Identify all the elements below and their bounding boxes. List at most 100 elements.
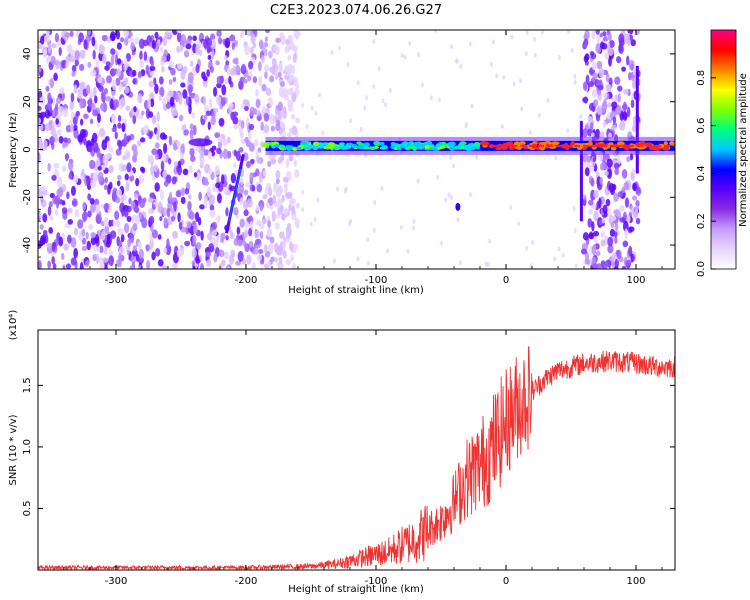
spectrogram-noise-blob [274,73,279,80]
spectrogram-noise-blob [208,168,213,176]
spectrogram-noise-blob [132,223,138,231]
spectrogram-noise-blob [622,240,629,248]
spectrogram-noise-blob [585,74,590,85]
spectrogram-noise-blob [295,220,300,229]
spectrogram-noise-blob [117,122,122,129]
spectrogram-noise-blob [309,221,313,227]
spectrogram-noise-blob [89,89,94,100]
spectrogram-noise-blob [49,192,55,199]
spectrogram-noise-blob [264,30,271,34]
spectrogram-noise-blob [268,75,275,83]
spectrogram-noise-blob [631,195,638,201]
spectrogram-noise-blob [211,145,217,151]
spectrogram-noise-blob [246,216,252,223]
spectrogram-noise-blob [592,263,599,269]
spectrogram-noise-blob [248,123,255,131]
spectrogram-noise-blob [66,207,73,214]
spectrogram-noise-blob [524,51,528,57]
spectrogram-noise-blob [70,257,77,266]
spectrogram-noise-blob [176,165,180,173]
spectrogram-noise-blob [252,42,257,49]
spectrogram-noise-blob [188,165,193,174]
spectrogram-noise-blob [250,46,254,55]
spectrogram-noise-blob [593,99,599,107]
spectrogram-noise-blob [163,217,168,226]
spectrogram-noise-blob [111,127,117,133]
spectrogram-noise-blob [592,156,596,163]
spectrogram-noise-blob [470,103,474,109]
spectrogram-noise-blob [233,238,239,246]
spectrogram-noise-blob [588,232,595,240]
spectrogram-noise-blob [606,41,611,53]
spectrogram-noise-blob [263,243,268,254]
spectrogram-noise-blob [210,116,216,126]
spectrogram-noise-blob [189,148,195,157]
spectrogram-noise-blob [606,207,612,219]
spectrogram-noise-blob [56,129,62,136]
spectrogram-noise-blob [257,248,264,254]
snr-scale-label: (x10⁴) [8,310,19,341]
spectrogram-trace-blob [390,142,396,146]
spectrogram-noise-blob [154,142,160,149]
spectrogram-noise-blob [588,81,594,88]
spectrogram-noise-blob [597,262,602,269]
spectrogram-noise-blob [288,155,294,162]
spectrogram-noise-blob [242,78,248,84]
snr-axes: -300 -200 -100 0 100 0.5 1.0 1.5 [22,330,675,587]
snr-ytick-label: 0.5 [22,501,33,517]
spectrogram-noise-blob [41,234,47,245]
spectrogram-noise-blob [278,256,283,264]
spectrogram-noise-blob [120,196,125,203]
spectrogram-noise-blob [40,35,45,45]
spectrogram-noise-blob [191,248,197,259]
spectrogram-noise-blob [90,236,97,246]
spectrogram-noise-blob [133,149,138,157]
spectrogram-noise-blob [588,164,595,172]
spectrogram-noise-blob [512,81,516,87]
spectrogram-noise-blob [349,118,353,124]
spectrogram-noise-blob [622,111,628,122]
spectrogram-noise-blob [586,155,592,163]
spectrogram-noise-blob [293,30,297,39]
spectrogram-noise-blob [608,182,615,193]
spectrogram-noise-blob [206,259,212,267]
spectrogram-noise-blob [171,176,177,185]
spectrogram-noise-blob [416,178,420,184]
spectrogram-noise-blob [599,162,605,171]
spectrogram-noise-blob [609,228,616,237]
spectrogram-noise-blob [510,34,514,40]
spectrogram-noise-blob [187,200,192,212]
spectrogram-noise-blob [163,49,168,58]
spectrogram-noise-blob [43,34,51,43]
spectrogram-xlabel: Height of straight line (km) [288,285,424,296]
spectrogram-noise-blob [631,124,637,133]
spectrogram-noise-blob [38,117,42,124]
spectrogram-noise-blob [602,92,608,99]
spectrogram-noise-blob [412,218,416,224]
spectrogram-noise-blob [126,162,132,173]
spectrogram-trace-blob [406,142,411,146]
spectrogram-noise-blob [108,249,113,257]
spectrogram-noise-blob [79,98,84,110]
spectrogram-noise-blob [606,158,613,168]
spectrogram-noise-blob [600,239,606,247]
spectrogram-noise-blob [245,182,250,188]
spectrogram-noise-blob [92,109,99,117]
spectrogram-noise-blob [262,169,267,177]
spectrogram-noise-blob [239,131,244,139]
spectrogram-noise-blob [235,150,241,162]
spectrogram-noise-blob [69,30,74,38]
spectrogram-noise-blob [239,218,245,228]
spectrogram-noise-blob [128,37,135,45]
spectrogram-noise-blob [598,67,605,78]
spectrogram-noise-blob [500,124,504,130]
spectrogram-noise-blob [617,93,621,103]
spectrogram-noise-blob [621,169,628,179]
spectrogram-trace-blob [273,144,280,148]
spectrogram-noise-blob [372,38,376,44]
spectrogram-noise-blob [287,54,292,61]
spectrogram-noise-blob [149,65,156,72]
spectrogram-noise-blob [60,252,65,261]
spectrogram-noise-blob [66,44,73,53]
spectrogram-noise-blob [97,165,102,171]
